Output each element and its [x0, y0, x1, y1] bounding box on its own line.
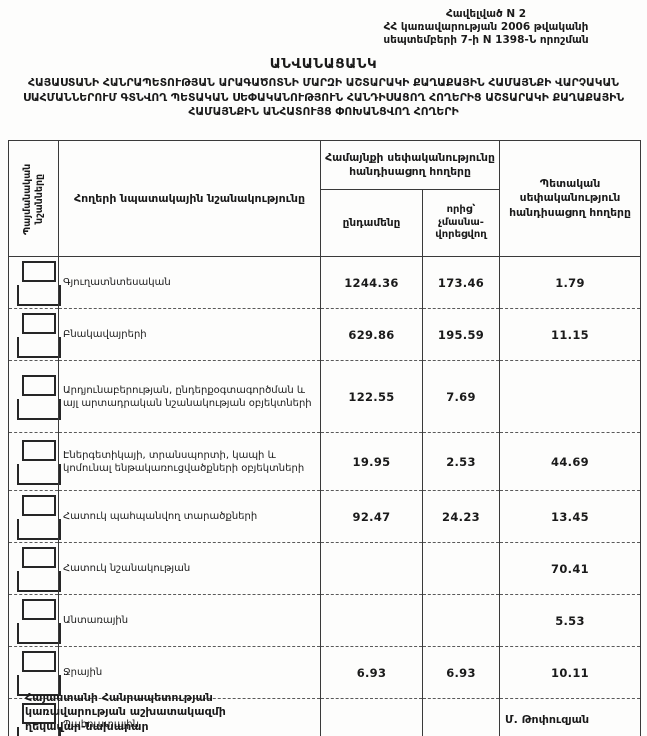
header-total: ընդամենը — [320, 189, 423, 257]
legend-symbol-cell — [8, 308, 61, 361]
table-body: Գյուղատնտեսական 1244.36 173.46 1.79 Բնակ… — [8, 256, 641, 736]
legend-swatch-icon — [22, 313, 56, 334]
non-privatizable-value: 2.53 — [422, 432, 500, 491]
land-purpose-label: Հատուկ նշանակության — [58, 542, 321, 595]
appendix-number: Հավելված N 2 — [445, 8, 527, 20]
land-purpose-label: Անտառային — [58, 594, 321, 647]
community-total-value — [320, 698, 423, 736]
non-privatizable-value — [422, 698, 500, 736]
state-lands-value: 13.45 — [499, 490, 641, 543]
table-row: Բնակավայրերի 629.86 195.59 11.15 — [8, 308, 641, 361]
state-lands-value: 11.15 — [499, 308, 641, 361]
legend-symbol-cell — [8, 698, 61, 736]
community-total-value: 6.93 — [320, 646, 423, 699]
legend-symbol-cell — [8, 256, 61, 309]
legend-swatch-icon — [22, 261, 56, 282]
legend-bracket-icon — [17, 285, 61, 306]
header-symbols: Պայմանական նշանները — [8, 140, 59, 257]
decree-line-1: ՀՀ կառավարության 2006 թվականի — [383, 21, 589, 34]
legend-bracket-icon — [17, 519, 61, 540]
signatory-name: Մ. Թոփուզյան — [505, 713, 590, 726]
table-row: Գյուղատնտեսական 1244.36 173.46 1.79 — [8, 256, 641, 309]
legend-bracket-icon — [17, 337, 61, 358]
header-state-lands: Պետական սեփականություն հանդիսացող հողերը — [499, 140, 641, 257]
header-of-which: որից՝ չմասնա- վորեցվող — [422, 189, 500, 257]
legend-symbol-cell — [8, 490, 61, 543]
state-lands-value: 10.11 — [499, 646, 641, 699]
table-row: Հատուկ նշանակության 70.41 — [8, 542, 641, 595]
community-total-value: 19.95 — [320, 432, 423, 491]
legend-symbol-cell — [8, 432, 61, 491]
legend-swatch-icon — [22, 599, 56, 620]
legend-symbol-cell — [8, 360, 61, 433]
community-total-value: 1244.36 — [320, 256, 423, 309]
table-row: Հատուկ պահպանվող տարածքների 92.47 24.23 … — [8, 490, 641, 543]
non-privatizable-value: 7.69 — [422, 360, 500, 433]
land-purpose-label: Բնակավայրերի — [58, 308, 321, 361]
document-title: ԱՆՎԱՆԱՑԱՆԿ — [269, 56, 378, 72]
header-community-group: Համայնքի սեփականությունը հանդիսացող հողե… — [320, 140, 500, 190]
community-total-value — [320, 542, 423, 595]
decree-reference: Հավելված N 2 ՀՀ կառավարության 2006 թվակա… — [330, 8, 642, 47]
legend-swatch-icon — [22, 375, 56, 396]
land-purpose-label: Էներգետիկայի, տրանսպորտի, կապի և կոմունա… — [58, 432, 321, 491]
state-lands-value — [499, 360, 641, 433]
state-lands-value: 1.79 — [499, 256, 641, 309]
non-privatizable-value: 6.93 — [422, 646, 500, 699]
state-lands-value: 5.53 — [499, 594, 641, 647]
non-privatizable-value — [422, 594, 500, 647]
land-purpose-label: Արդյունաբերության, ընդերքօգտագործման և ա… — [58, 360, 321, 433]
community-total-value: 92.47 — [320, 490, 423, 543]
signatory-office: Հայաստանի Հանրապետության կառավարության ա… — [25, 691, 226, 733]
legend-bracket-icon — [17, 571, 61, 592]
non-privatizable-value: 173.46 — [422, 256, 500, 309]
header-symbols-label: Պայմանական նշանները — [21, 162, 45, 235]
table-row: Արդյունաբերության, ընդերքօգտագործման և ա… — [8, 360, 641, 433]
legend-symbol-cell — [8, 594, 61, 647]
community-total-value: 629.86 — [320, 308, 423, 361]
non-privatizable-value: 24.23 — [422, 490, 500, 543]
document-subtitle: ՀԱՅԱՍՏԱՆԻ ՀԱՆՐԱՊԵՏՈՒԹՅԱՆ ԱՐԱԳԱԾՈՏՆԻ ՄԱՐԶ… — [22, 76, 625, 119]
legend-symbol-cell — [8, 646, 61, 699]
community-total-value: 122.55 — [320, 360, 423, 433]
state-lands-value: 44.69 — [499, 432, 641, 491]
decree-line-2: սեպտեմբերի 7-ի N 1398-Ն որոշման — [383, 34, 589, 47]
legend-bracket-icon — [17, 623, 61, 644]
legend-swatch-icon — [22, 495, 56, 516]
table-row: Անտառային 5.53 — [8, 594, 641, 647]
non-privatizable-value: 195.59 — [422, 308, 500, 361]
non-privatizable-value — [422, 542, 500, 595]
land-purpose-label: Գյուղատնտեսական — [58, 256, 321, 309]
legend-swatch-icon — [22, 547, 56, 568]
table-header: Պայմանական նշանները Հողերի նպատակային նշ… — [8, 140, 641, 257]
table-row: Ջրային 6.93 6.93 10.11 — [8, 646, 641, 699]
community-total-value — [320, 594, 423, 647]
legend-swatch-icon — [22, 703, 56, 724]
legend-symbol-cell — [8, 542, 61, 595]
table-row: Էներգետիկայի, տրանսպորտի, կապի և կոմունա… — [8, 432, 641, 491]
title-block: ԱՆՎԱՆԱՑԱՆԿ ՀԱՅԱՍՏԱՆԻ ՀԱՆՐԱՊԵՏՈՒԹՅԱՆ ԱՐԱԳ… — [10, 56, 637, 120]
land-table: Պայմանական նշանները Հողերի նպատակային նշ… — [8, 140, 641, 736]
state-lands-value — [499, 698, 641, 736]
legend-swatch-icon — [22, 440, 56, 461]
table-row: Պահուստային — [8, 698, 641, 736]
land-purpose-label: Պահուստային — [58, 698, 321, 736]
legend-swatch-icon — [22, 651, 56, 672]
land-purpose-label: Ջրային — [58, 646, 321, 699]
header-purpose: Հողերի նպատակային նշանակությունը — [58, 140, 321, 257]
legend-bracket-icon — [17, 464, 61, 485]
state-lands-value: 70.41 — [499, 542, 641, 595]
legend-bracket-icon — [17, 399, 61, 420]
land-purpose-label: Հատուկ պահպանվող տարածքների — [58, 490, 321, 543]
